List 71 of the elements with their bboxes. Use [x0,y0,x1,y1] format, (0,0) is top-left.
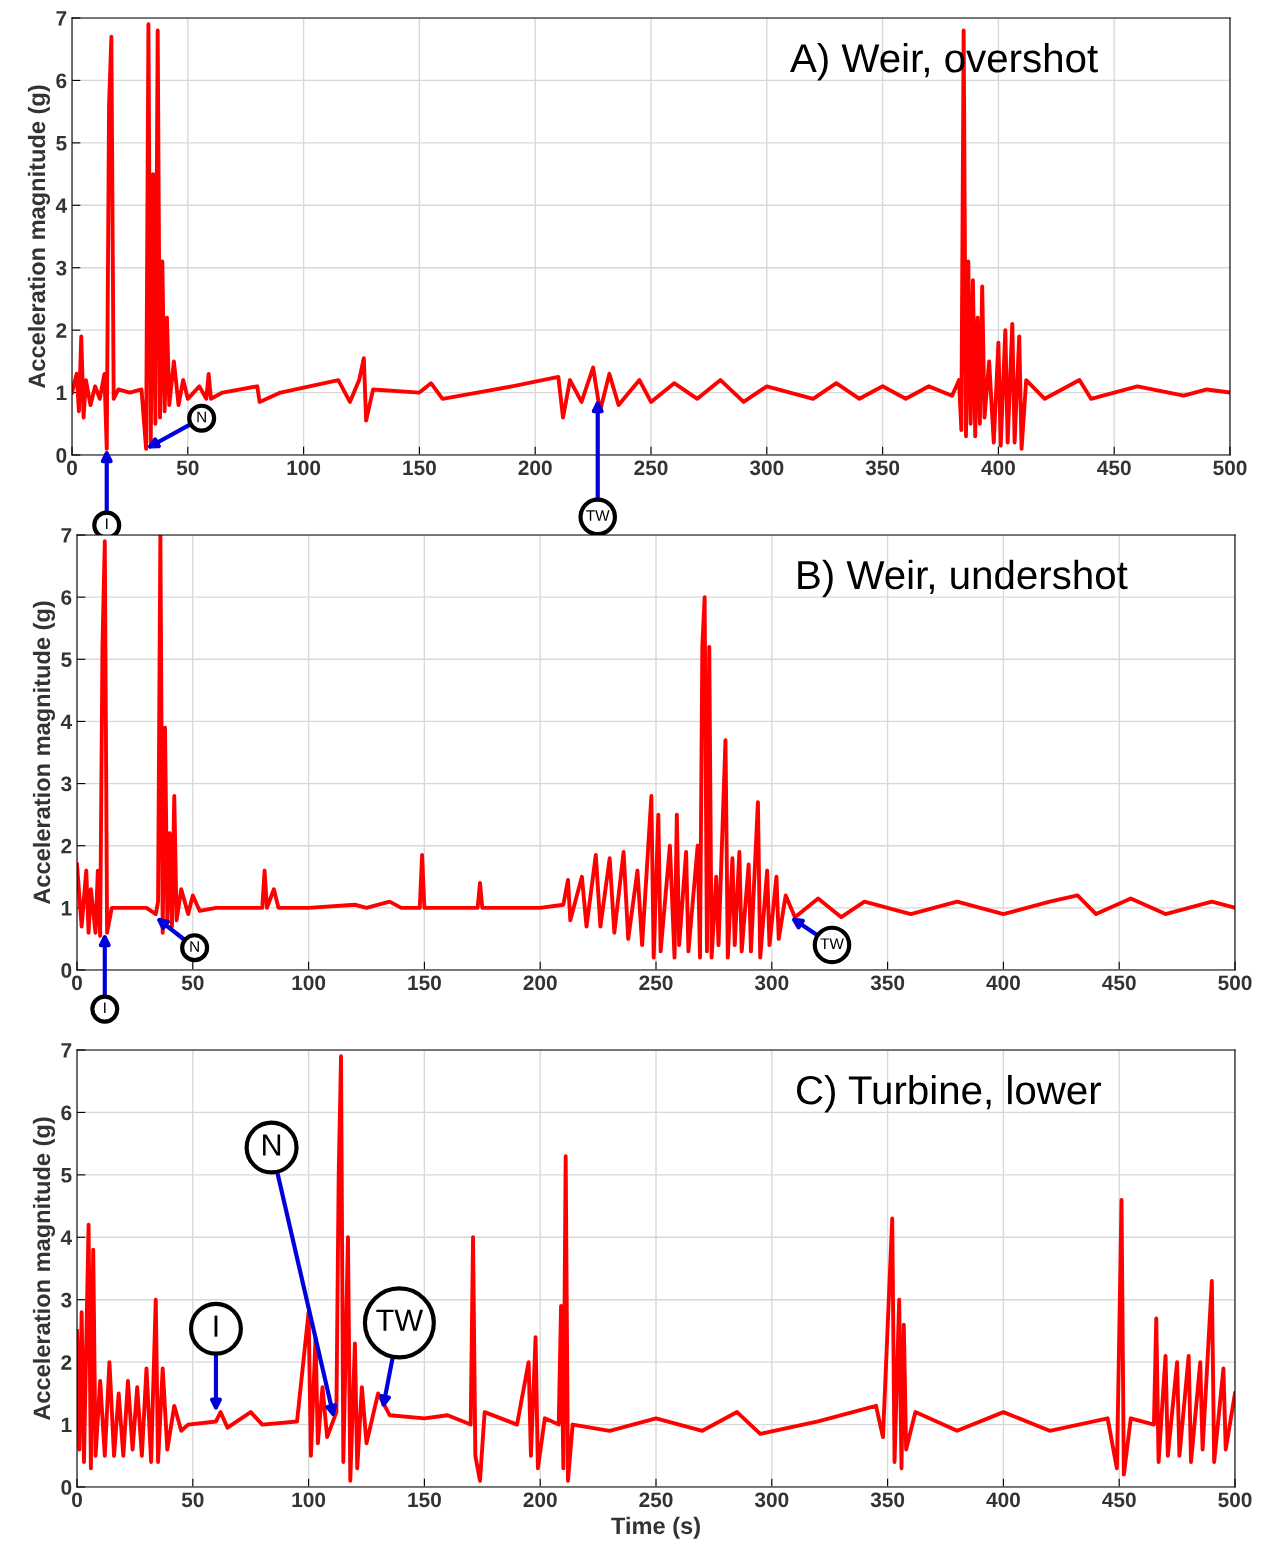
y-tick-label: 0 [61,1480,72,1495]
x-tick-label: 350 [865,460,900,476]
y-tick-label: 1 [61,901,72,916]
text: B) Weir, undershot [798,559,1128,598]
x-tick-label: 400 [981,460,1015,476]
x-tick-label: 200 [523,975,557,991]
annotation: TW [820,938,844,949]
x-tick-label: 200 [523,1492,557,1508]
x-tick-label: 150 [403,460,436,476]
x-tick-label: 50 [176,460,199,476]
x-tick-label: 50 [181,975,204,991]
y-tick-label: 3 [61,1292,72,1308]
x-tick-label: 500 [1213,460,1247,476]
y-tick-label: 7 [61,528,72,543]
y-tick-label: 6 [61,590,72,605]
x-tick-label: 450 [1097,460,1131,476]
x-tick-label: 100 [292,975,326,991]
x-tick-label: 450 [1102,975,1136,991]
y-tick-label: 7 [61,1043,72,1058]
annotation: N [197,411,206,423]
x-tick-label: 500 [1218,975,1252,991]
x-tick-label: 350 [870,1492,905,1508]
x-tick-label: 500 [1218,1492,1252,1508]
y-tick-label: 4 [60,714,73,729]
x-tick-label: 400 [986,1492,1020,1508]
y-tick-label: 5 [61,1168,72,1183]
annotation: I [106,518,108,530]
x-tick-label: 450 [1102,1492,1136,1508]
x-tick-label: 250 [634,460,668,476]
y-tick-label: 1 [56,385,67,401]
y-tick-label: 3 [61,776,72,792]
x-tick-label: 300 [754,975,789,991]
y-axis-title: Acceleration magnitude (g) [32,1117,55,1421]
y-tick-label: 4 [55,198,68,213]
x-tick-label: 400 [986,975,1020,991]
y-tick-label: 6 [61,1105,72,1121]
x-tick-label: 150 [408,975,441,991]
annotation: N [263,1134,281,1156]
x-tick-label: 50 [181,1492,204,1508]
y-tick-label: 6 [56,73,67,89]
y-axis-title: Acceleration magnitude (g) [27,85,50,389]
text: C) Turbine, lower [797,1074,1101,1113]
y-tick-label: 2 [61,838,72,854]
x-axis-title: Time (s) [611,1516,700,1539]
y-tick-label: 0 [61,963,72,978]
annotation: I [104,1002,106,1014]
y-tick-label: 3 [56,260,67,276]
line-series [77,1054,1235,1483]
y-tick-label: 5 [61,652,72,668]
line-series [72,22,1230,451]
annotation: TW [586,510,610,521]
y-tick-label: 4 [60,1230,73,1245]
x-tick-label: 300 [749,460,784,476]
x-tick-label: 300 [754,1492,789,1508]
x-tick-label: 150 [408,1492,441,1508]
x-tick-label: 100 [287,460,321,476]
y-tick-label: 2 [56,323,67,338]
y-tick-label: 2 [61,1355,72,1370]
annotation: TW [376,1309,424,1331]
x-tick-label: 100 [292,1492,326,1508]
annotation: N [190,941,199,952]
y-tick-label: 0 [56,448,67,463]
y-tick-label: 5 [56,136,67,151]
x-tick-label: 250 [639,1492,673,1508]
y-tick-label: 1 [61,1417,72,1433]
x-tick-label: 200 [518,460,552,476]
x-tick-label: 350 [870,975,905,991]
x-tick-label: 250 [639,975,673,991]
annotation: I [214,1315,218,1337]
y-tick-label: 7 [56,11,67,26]
y-axis-title: Acceleration magnitude (g) [32,601,55,905]
